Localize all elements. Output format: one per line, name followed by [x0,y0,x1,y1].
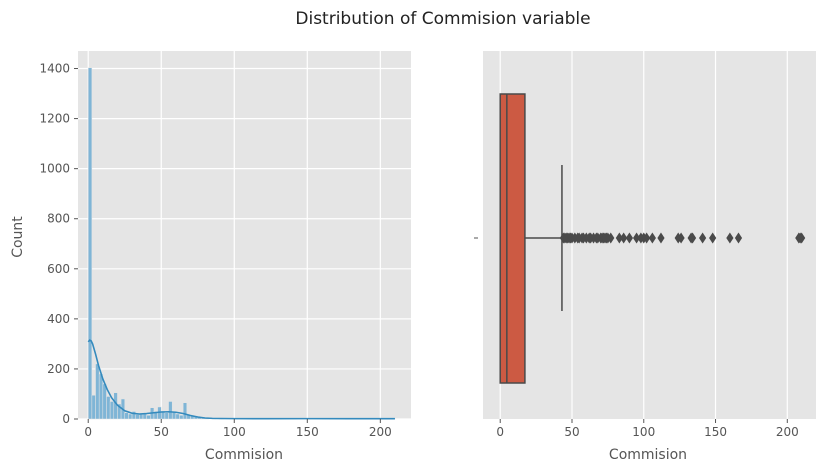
histogram-bar [146,414,151,420]
boxplot-outlier-point [615,232,623,244]
boxplot-tick-labels: 0 50 100 150 200 [496,419,799,439]
boxplot-outlier-point [643,232,651,244]
histogram-y-tick-label: 600 [47,262,70,276]
figure-title: Distribution of Commision variable [295,9,590,29]
histogram-bar [87,67,93,420]
histogram-y-tick-label: 800 [47,212,70,226]
boxplot-x-tick-label: 0 [496,425,504,439]
histogram-y-tick-label: 1200 [39,112,70,126]
histogram-bar [179,414,184,420]
boxplot-outlier-point [798,232,806,244]
histogram-x-axis-label: Commision [205,447,283,463]
histogram-x-tick-label: 100 [223,425,246,439]
histogram-y-axis-label: Count [10,216,26,258]
histogram-x-tick-label: 0 [84,425,92,439]
histogram-plot-area [78,51,411,419]
boxplot-x-axis-label: Commision [609,447,687,463]
boxplot-box [499,93,526,384]
histogram-bars [87,67,396,420]
histogram-y-tick-label: 400 [47,312,70,326]
histogram-bar [95,363,100,420]
histogram-bar [91,394,96,420]
boxplot-plot-area [483,51,816,419]
histogram-x-tick-label: 150 [296,425,319,439]
histogram-bar [102,383,107,420]
boxplot-x-tick-label: 200 [776,425,799,439]
boxplot-x-tick-label: 150 [704,425,727,439]
boxplot-outlier-point [632,232,641,244]
boxplot-outlier-point [699,232,707,244]
boxplot-outlier-point [709,232,717,244]
boxplot-outlier-point [734,232,743,244]
boxplot-outlier-point [657,232,665,244]
histogram-bar [106,396,111,420]
boxplot-x-tick-label: 100 [632,425,655,439]
boxplot-body [499,93,563,384]
histogram-bar [168,401,173,420]
boxplot-outlier-point [688,232,697,244]
histogram-tick-labels: 0 50 100 150 200 0 200 400 600 800 1000 1200 1400 [39,62,391,439]
histogram-bar [98,373,104,420]
histogram-kde-line [87,339,395,420]
histogram-bar [175,413,180,420]
boxplot-outliers [559,232,806,244]
histogram-bar [135,414,140,420]
boxplot-panel: 0 50 100 150 200 Commision [474,51,816,463]
histogram-bar [113,392,118,420]
histogram-bar [109,401,115,420]
boxplot-outlier-point [726,232,734,244]
histogram-bar [182,402,188,420]
histogram-x-tick-label: 50 [154,425,169,439]
histogram-y-tick-label: 1400 [39,62,70,76]
boxplot-x-tick-label: 50 [564,425,579,439]
boxplot-outlier-point [648,232,656,244]
histogram-y-tick-label: 0 [62,412,70,426]
histogram-bar [128,413,133,420]
boxplot-outlier-point [607,232,615,244]
histogram-bar [124,412,129,420]
histogram-x-tick-label: 200 [369,425,392,439]
boxplot-outlier-point [620,232,628,244]
histogram-bar [164,412,169,420]
histogram-panel: 0 50 100 150 200 0 200 400 600 800 1000 1200 1400 Co… [10,51,411,463]
histogram-y-tick-label: 1000 [39,162,70,176]
boxplot-outlier-point [677,232,685,244]
histogram-y-tick-label: 200 [47,362,70,376]
boxplot-outlier-point [625,232,634,244]
